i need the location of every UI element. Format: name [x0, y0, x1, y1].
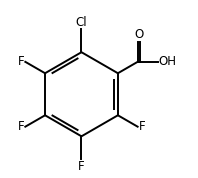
Text: F: F: [78, 160, 85, 173]
Text: F: F: [17, 55, 24, 68]
Text: Cl: Cl: [76, 15, 87, 28]
Text: F: F: [139, 120, 146, 133]
Text: O: O: [134, 28, 143, 41]
Text: OH: OH: [159, 55, 177, 68]
Text: F: F: [17, 120, 24, 133]
